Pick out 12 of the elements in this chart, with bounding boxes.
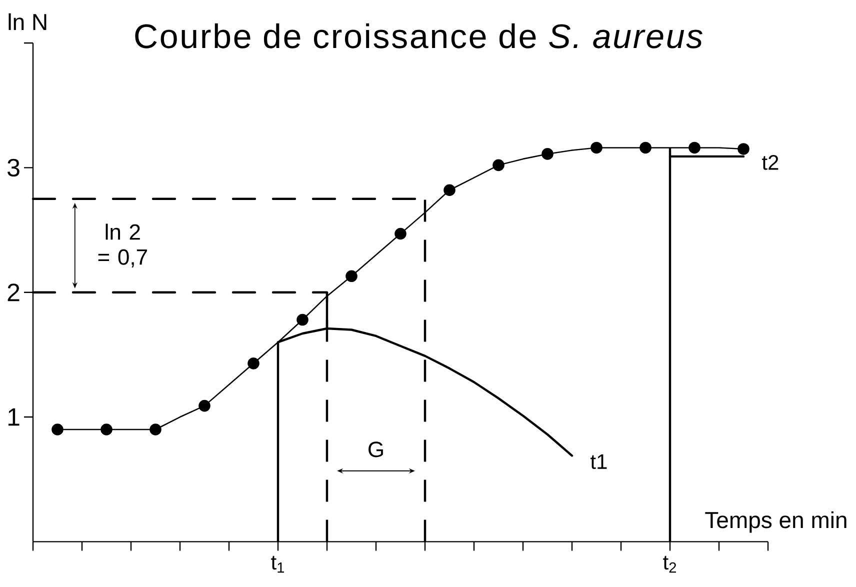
y-tick-label: 1 (8, 408, 20, 426)
x-axis-title: Temps en min (705, 511, 846, 533)
annotation: ln 2 = 0,7 (98, 224, 147, 268)
chart-title: Courbe de croissance de S. aureus (135, 23, 702, 48)
y-axis-title: ln N (8, 13, 46, 30)
annotation: G (368, 442, 383, 458)
x-tick-label: t$_{2}$ (663, 556, 676, 573)
y-tick-label: 3 (8, 158, 20, 177)
y-tick-label: 2 (8, 284, 20, 302)
series-label: t2 (762, 155, 778, 170)
series-label: t1 (590, 454, 607, 469)
x-tick-label: t$_{1}$ (271, 556, 284, 573)
